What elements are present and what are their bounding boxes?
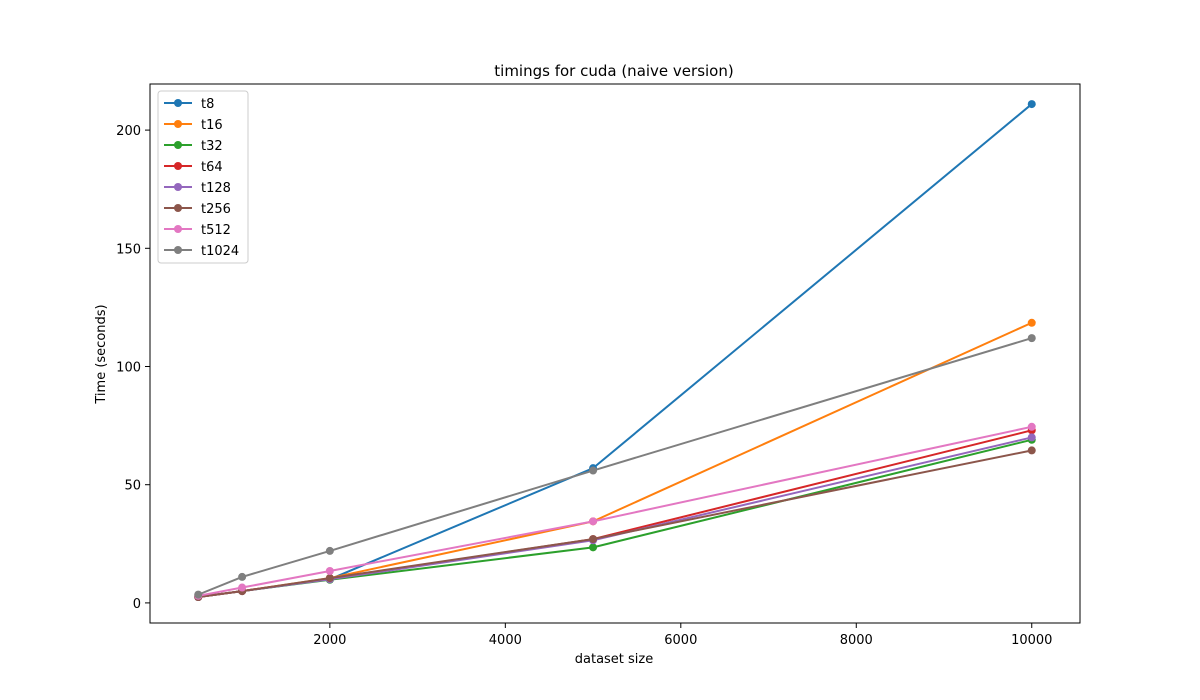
legend-item-t32: t32 xyxy=(164,139,223,154)
data-point-t256 xyxy=(589,535,598,544)
legend-item-t8: t8 xyxy=(164,97,214,112)
legend-label: t64 xyxy=(201,160,223,175)
x-tick-label: 10000 xyxy=(1011,633,1052,648)
data-point-t8 xyxy=(1027,100,1036,109)
y-axis-label: Time (seconds) xyxy=(94,304,109,404)
legend-label: t128 xyxy=(201,181,231,196)
legend: t8 t16 t32 t64 t128 t256 t512 t1024 xyxy=(157,90,249,264)
legend-item-t16: t16 xyxy=(164,118,223,133)
x-tick-label: 4000 xyxy=(489,633,522,648)
legend-label: t32 xyxy=(201,139,223,154)
data-point-t16 xyxy=(1027,318,1036,327)
data-point-t1024 xyxy=(194,590,203,599)
legend-marker xyxy=(174,246,182,254)
y-tick-label: 50 xyxy=(124,479,141,494)
legend-label: t1024 xyxy=(201,244,239,259)
data-point-t512 xyxy=(1027,422,1036,431)
y-tick-label: 100 xyxy=(116,361,141,376)
data-point-t256 xyxy=(325,574,334,583)
legend-marker xyxy=(174,141,182,149)
data-point-t1024 xyxy=(1027,334,1036,343)
legend-marker xyxy=(174,225,182,233)
legend-item-t128: t128 xyxy=(164,181,231,196)
y-tick-label: 0 xyxy=(133,597,141,612)
legend-marker xyxy=(174,120,182,128)
data-point-t512 xyxy=(325,566,334,575)
plot-frame xyxy=(149,83,1081,624)
legend-item-t256: t256 xyxy=(164,202,231,217)
legend-label: t512 xyxy=(201,223,231,238)
axes-layer: 2000 4000 6000 8000 10000 0 50 100 150 200 xyxy=(116,83,1081,648)
x-tick-label: 8000 xyxy=(840,633,873,648)
data-point-t128 xyxy=(1027,433,1036,442)
legend-item-t1024: t1024 xyxy=(164,244,239,259)
legend-marker xyxy=(174,183,182,191)
series-t1024 xyxy=(194,334,1036,599)
data-point-t32 xyxy=(589,543,598,552)
x-tick-label: 6000 xyxy=(664,633,697,648)
legend-marker xyxy=(174,99,182,107)
legend-marker xyxy=(174,162,182,170)
legend-item-t64: t64 xyxy=(164,160,223,175)
legend-item-t512: t512 xyxy=(164,223,231,238)
data-point-t1024 xyxy=(325,546,334,555)
series-layer xyxy=(194,100,1036,601)
chart-title: timings for cuda (naive version) xyxy=(494,62,733,80)
y-tick-label: 200 xyxy=(116,124,141,139)
data-point-t1024 xyxy=(589,466,598,475)
legend-marker xyxy=(174,204,182,212)
x-axis-label: dataset size xyxy=(575,652,654,667)
data-point-t1024 xyxy=(238,572,247,581)
x-tick-label: 2000 xyxy=(313,633,346,648)
legend-label: t256 xyxy=(201,202,231,217)
legend-box xyxy=(157,90,249,264)
data-point-t256 xyxy=(1027,446,1036,455)
data-point-t512 xyxy=(589,517,598,526)
legend-label: t16 xyxy=(201,118,223,133)
legend-label: t8 xyxy=(201,97,214,112)
y-tick-label: 150 xyxy=(116,242,141,257)
data-point-t512 xyxy=(238,583,247,592)
